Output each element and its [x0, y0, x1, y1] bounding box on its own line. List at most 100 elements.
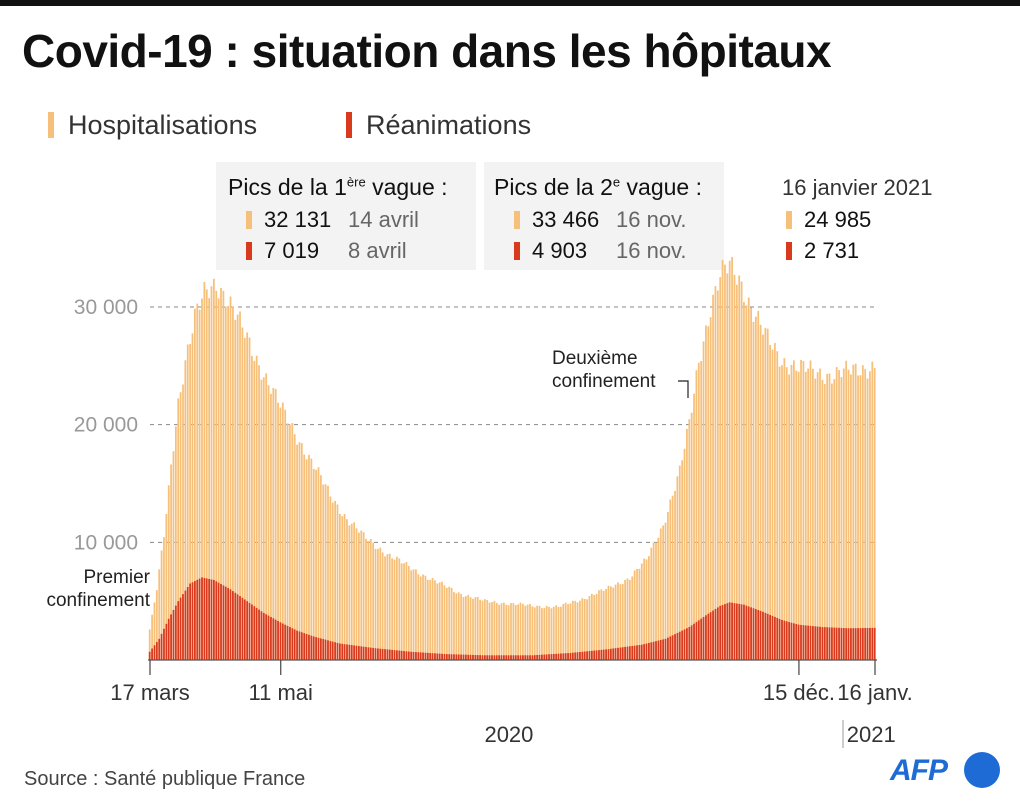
bar-rea [163, 628, 165, 660]
bar-rea [319, 638, 322, 660]
bar-hosp [707, 326, 710, 660]
bar-hosp [174, 426, 177, 660]
bar-hosp [743, 301, 745, 660]
bar-rea [683, 629, 686, 660]
bar-rea [270, 616, 272, 660]
bar-hosp [488, 602, 491, 660]
bar-hosp [847, 369, 850, 660]
bar-rea [312, 636, 315, 660]
bar-hosp [771, 349, 774, 660]
year-label-1: 2021 [847, 722, 896, 747]
bar-rea [842, 628, 845, 660]
bar-rea [800, 624, 802, 660]
bar-hosp [804, 371, 807, 660]
bar-hosp [227, 305, 230, 660]
bar-rea [854, 628, 857, 660]
bar-rea [702, 616, 705, 660]
first-wave-rea-value: 7 019 [264, 238, 320, 263]
bar-hosp [638, 568, 641, 660]
bar-rea [151, 648, 153, 660]
bar-hosp [529, 603, 531, 660]
bar-rea [650, 642, 653, 660]
bar-rea [253, 606, 256, 660]
bar-rea [771, 615, 774, 661]
bar-hosp [355, 528, 358, 660]
bar-rea [350, 645, 353, 660]
bar-rea [405, 651, 408, 660]
bar-rea [538, 654, 541, 660]
bar-hosp [726, 273, 729, 660]
bar-hosp [165, 514, 168, 660]
bar-rea [567, 653, 569, 660]
bar-hosp [645, 559, 648, 660]
bar-hosp [659, 528, 662, 660]
bar-hosp [569, 603, 572, 660]
bar-hosp [617, 582, 619, 660]
bar-rea [576, 652, 579, 660]
bar-hosp [343, 514, 346, 660]
bar-rea [201, 577, 203, 660]
bar-rea [624, 646, 626, 660]
bar-rea [700, 618, 703, 660]
bar-hosp [336, 504, 339, 660]
bar-hosp [840, 377, 843, 660]
bar-rea [835, 627, 838, 660]
bar-rea [861, 628, 864, 660]
bar-hosp [683, 448, 686, 660]
bar-rea [372, 647, 375, 660]
bar-hosp [781, 365, 783, 660]
bar-hosp [609, 586, 612, 660]
bar-rea [412, 651, 415, 660]
first-lockdown-label-2: confinement [46, 590, 150, 611]
x-tick-label-2: 15 déc. [763, 680, 835, 705]
bar-rea [331, 641, 334, 660]
bar-hosp [274, 388, 277, 660]
bar-rea [434, 653, 436, 660]
bar-rea [657, 640, 660, 660]
bar-hosp [386, 554, 389, 660]
bar-hosp [338, 513, 341, 660]
bar-rea [450, 654, 453, 660]
bar-hosp [766, 328, 769, 660]
bar-rea [726, 603, 729, 660]
bar-hosp [788, 374, 791, 660]
bar-rea [628, 646, 631, 660]
bar-hosp [764, 327, 767, 660]
bar-rea [695, 622, 698, 660]
bar-rea [277, 621, 279, 660]
bar-hosp [800, 359, 802, 660]
x-tick-label-3: 16 janv. [837, 680, 912, 705]
bar-rea [291, 628, 294, 660]
bar-hosp [581, 598, 584, 660]
bar-rea [671, 635, 674, 660]
bar-rea [647, 642, 650, 660]
bar-rea [617, 647, 619, 660]
bar-hosp [348, 525, 351, 660]
bar-rea [602, 649, 605, 660]
bar-hosp [379, 547, 382, 660]
bar-hosp [759, 324, 762, 660]
bar-rea [802, 625, 805, 660]
bar-hosp [543, 607, 546, 660]
bar-hosp [357, 532, 360, 660]
bar-hosp [633, 570, 636, 660]
bar-hosp [224, 306, 227, 660]
bar-hosp [612, 587, 615, 660]
bar-rea [203, 577, 206, 660]
bar-rea [498, 655, 501, 660]
bar-rea [716, 607, 719, 660]
bar-rea [357, 646, 360, 660]
second-wave-box: Pics de la 2e vague : 33 466 16 nov. 4 90… [484, 162, 724, 270]
bar-hosp [833, 379, 836, 660]
bar-rea [153, 645, 156, 660]
bar-rea [536, 655, 539, 660]
bar-hosp [705, 325, 707, 660]
bar-hosp [179, 392, 182, 660]
bar-rea [334, 642, 336, 660]
bar-rea [303, 633, 306, 660]
bar-rea [491, 655, 493, 660]
bar-rea [189, 583, 191, 660]
bar-hosp [693, 393, 695, 660]
bar-hosp [852, 364, 855, 660]
bar-rea [562, 653, 565, 660]
